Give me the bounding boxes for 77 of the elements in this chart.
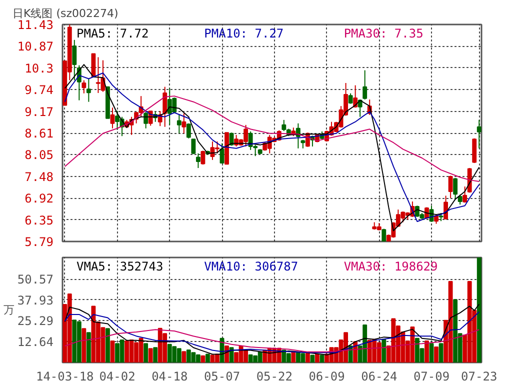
bar bbox=[320, 354, 324, 362]
bar bbox=[438, 343, 444, 362]
candlestick bbox=[362, 70, 368, 100]
candlestick bbox=[186, 122, 191, 139]
text: VMA30: 198629 bbox=[344, 260, 438, 274]
bar bbox=[424, 340, 429, 362]
text: VMA5: 352743 bbox=[76, 260, 164, 274]
candlestick bbox=[191, 138, 196, 155]
x-tick-label: 06-09 bbox=[308, 370, 345, 384]
x-tick-label: 05-07 bbox=[204, 370, 240, 384]
y-tick-label: 9.74 bbox=[24, 83, 54, 98]
y-tick-label: 7.48 bbox=[24, 170, 54, 184]
candlestick bbox=[72, 39, 77, 81]
bar bbox=[305, 352, 310, 362]
bar bbox=[476, 258, 482, 362]
text: PMA5: 7.72 bbox=[76, 26, 149, 40]
bar bbox=[110, 340, 115, 362]
candlestick bbox=[196, 152, 200, 169]
candlestick bbox=[476, 119, 482, 149]
bar bbox=[200, 355, 206, 362]
bar bbox=[434, 346, 438, 362]
candlestick bbox=[453, 178, 458, 200]
bar bbox=[310, 354, 315, 362]
bar bbox=[429, 343, 434, 362]
bar bbox=[382, 338, 386, 362]
y-tick-label: 5.79 bbox=[24, 235, 54, 249]
x-tick-label: 04-18 bbox=[152, 370, 188, 384]
line-series bbox=[64, 304, 480, 356]
x-tick-label: 05-22 bbox=[256, 370, 292, 384]
x-tick-label: 07-09 bbox=[413, 370, 450, 384]
bar bbox=[206, 354, 210, 362]
text: PMA10: 7.27 bbox=[204, 26, 284, 40]
candlestick bbox=[91, 53, 96, 77]
candlestick bbox=[82, 80, 86, 94]
bar bbox=[82, 328, 86, 362]
y-tick-label: 12.64 bbox=[17, 335, 54, 350]
y-tick-label: 6.92 bbox=[24, 192, 54, 206]
x-tick-label: 07-23 bbox=[461, 370, 498, 384]
candlestick bbox=[472, 138, 477, 164]
bar bbox=[106, 328, 110, 362]
y-axis-title: 万 bbox=[3, 304, 14, 316]
x-tick-label: 06-24 bbox=[361, 370, 398, 384]
bar bbox=[144, 343, 148, 362]
line-series bbox=[64, 329, 480, 352]
candlestick bbox=[182, 112, 186, 134]
candlestick bbox=[86, 78, 91, 102]
candlestick bbox=[462, 186, 468, 204]
candlestick bbox=[458, 194, 462, 206]
bar bbox=[148, 348, 153, 362]
y-tick-label: 10.87 bbox=[17, 40, 54, 54]
candlestick bbox=[200, 150, 206, 166]
bar bbox=[315, 354, 320, 362]
x-tick-label: 04-02 bbox=[99, 370, 136, 384]
candlestick bbox=[176, 114, 182, 134]
y-tick-label: 8.05 bbox=[24, 148, 54, 162]
bar bbox=[291, 351, 296, 362]
candlestick bbox=[110, 107, 115, 129]
candlestick bbox=[348, 92, 353, 104]
text: VMA10: 306787 bbox=[204, 260, 298, 274]
text: PMA30: 7.35 bbox=[344, 26, 424, 40]
y-tick-label: 11.43 bbox=[17, 18, 54, 32]
y-tick-label: 37.93 bbox=[17, 293, 54, 308]
chart-title: 日K线图 (sz002274) bbox=[12, 7, 118, 20]
line-series bbox=[64, 311, 480, 354]
bar bbox=[86, 332, 91, 362]
candlestick bbox=[162, 86, 168, 128]
x-tick-label: 14-03-18 bbox=[36, 370, 94, 384]
candlestick bbox=[448, 175, 453, 199]
y-tick-label: 6.35 bbox=[24, 213, 54, 228]
bar bbox=[182, 351, 186, 362]
y-tick-label: 50.57 bbox=[17, 272, 54, 287]
y-tick-label: 25.29 bbox=[17, 314, 54, 328]
y-tick-label: 10.3 bbox=[24, 61, 54, 76]
y-tick-label: 9.17 bbox=[24, 104, 54, 119]
bar bbox=[153, 347, 158, 362]
candlestick bbox=[144, 111, 148, 129]
y-tick-label: 8.61 bbox=[24, 126, 54, 140]
